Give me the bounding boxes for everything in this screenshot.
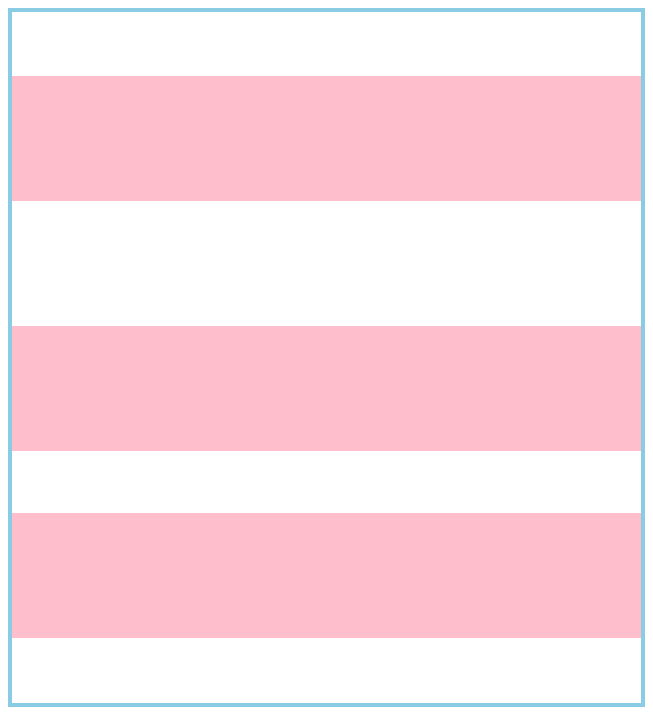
pink-band-1 bbox=[12, 76, 641, 201]
outer-frame bbox=[8, 8, 645, 707]
pink-band-2 bbox=[12, 326, 641, 451]
pink-band-3 bbox=[12, 513, 641, 638]
